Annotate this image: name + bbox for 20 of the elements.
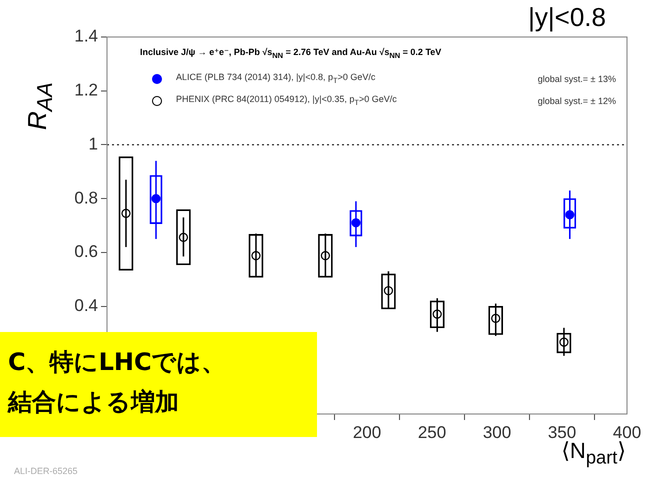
y-tick-label: 0.6 (74, 242, 98, 262)
annotation: global syst.= ± 13% (538, 74, 616, 84)
y-tick-label: 1 (88, 134, 98, 154)
y-tick-label: 0.8 (74, 188, 98, 208)
y-tick-label: 1.4 (74, 26, 98, 46)
x-tick-label: 250 (418, 422, 446, 442)
annotation: 結合による増加 (8, 387, 180, 418)
y-tick-label: 0.4 (74, 296, 98, 315)
x-tick-label: 300 (482, 422, 512, 442)
text: ALI-DER-65265 (14, 466, 78, 476)
legend-title: Inclusive J/ψ → e⁺e⁻, Pb-Pb √s$_{NN}$ = 2.76 TeV and Au-Au √s$_{NN}$ = 0.2 TeV (140, 47, 442, 60)
annotation: global syst.= ± 12% (538, 96, 616, 106)
bar (118, 156, 134, 271)
callout-box: C、特にLHCでは、 結合による増加 (0, 332, 317, 437)
legend-label: ALICE (PLB 734 (2014) 314), |y|<0.8, p$_{T}$>0 GeV/c (176, 72, 376, 86)
y-tick-label: 1.2 (74, 80, 98, 100)
legend-label: PHENIX (PRC 84(2011) 054912), |y|<0.35, p$_{T}$>0 GeV/c (176, 94, 398, 108)
chart-title: |y|<0.8 (528, 2, 606, 33)
x-tick-label: 200 (352, 422, 382, 442)
annotation: C、特にLHCでは、 (8, 347, 227, 378)
